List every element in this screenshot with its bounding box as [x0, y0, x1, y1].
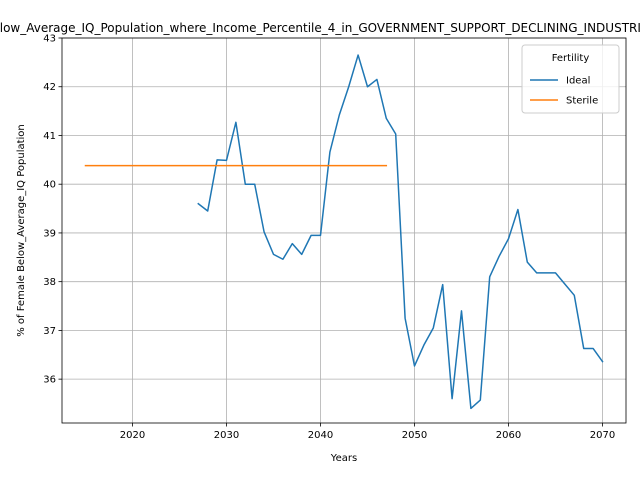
x-tick-label: 2070 — [590, 430, 615, 441]
y-tick-label: 39 — [43, 228, 56, 239]
x-tick-label: 2030 — [214, 430, 239, 441]
y-axis-label: % of Female Below_Average_IQ Population — [16, 124, 27, 337]
x-axis-label: Years — [330, 453, 357, 464]
x-tick-label: 2060 — [496, 430, 521, 441]
legend-label-sterile: Sterile — [566, 96, 598, 107]
legend: Fertility Ideal Sterile — [521, 44, 620, 114]
x-tick-label: 2050 — [402, 430, 427, 441]
y-tick-label: 42 — [43, 82, 56, 93]
legend-box — [521, 44, 620, 114]
y-tick-label: 43 — [43, 34, 56, 45]
legend-label-ideal: Ideal — [566, 76, 590, 87]
y-tick-label: 40 — [43, 180, 56, 191]
y-tick-label: 41 — [43, 131, 56, 142]
x-tick-label: 2020 — [120, 430, 145, 441]
y-tick-label: 37 — [43, 326, 56, 337]
y-tick-label: 38 — [43, 277, 56, 288]
x-axis-ticks: 2020 2030 2040 2050 2060 2070 — [120, 423, 615, 441]
x-tick-label: 2040 — [308, 430, 333, 441]
series-layer — [84, 54, 604, 410]
y-axis-ticks: 36 37 38 39 40 41 42 43 — [43, 34, 62, 386]
legend-title: Fertility — [552, 53, 590, 64]
chart-title: Percentage_of_Female_Below_Average_IQ_Po… — [0, 21, 640, 35]
y-tick-label: 36 — [43, 375, 56, 386]
plot-frame — [61, 37, 627, 424]
series-line-ideal — [197, 54, 604, 410]
